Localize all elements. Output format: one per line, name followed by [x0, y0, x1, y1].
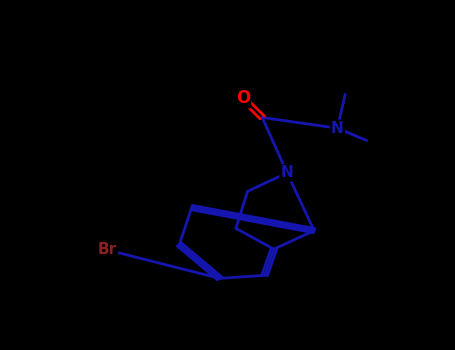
- Text: O: O: [236, 89, 250, 107]
- Text: Br: Br: [98, 243, 117, 257]
- Text: N: N: [281, 166, 293, 180]
- Text: N: N: [331, 121, 344, 136]
